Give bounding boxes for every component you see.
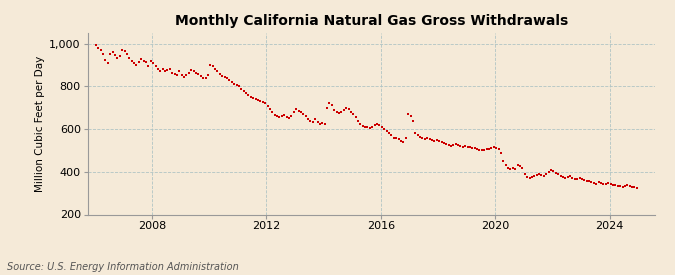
Text: Source: U.S. Energy Information Administration: Source: U.S. Energy Information Administ… <box>7 262 238 272</box>
Title: Monthly California Natural Gas Gross Withdrawals: Monthly California Natural Gas Gross Wit… <box>175 14 568 28</box>
Y-axis label: Million Cubic Feet per Day: Million Cubic Feet per Day <box>35 56 45 192</box>
